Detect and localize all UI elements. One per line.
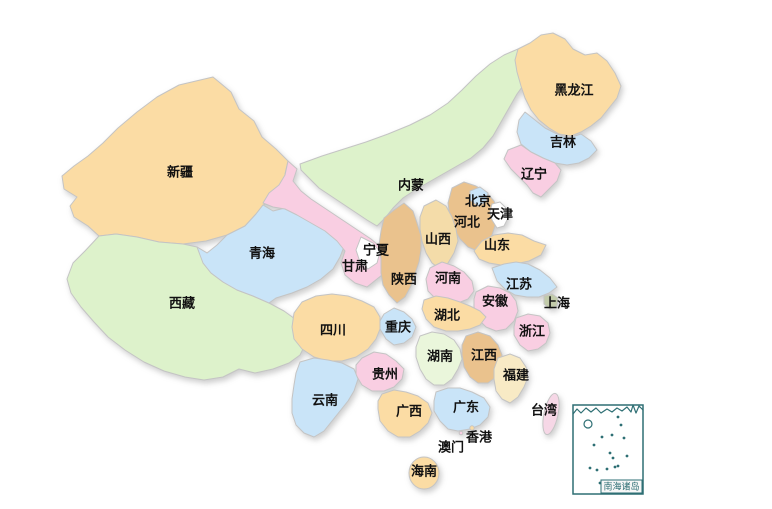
province-shanghai[interactable]	[543, 293, 559, 310]
inset-island-dot	[616, 415, 620, 419]
inset-island-dot	[613, 465, 617, 469]
inset-label-box	[600, 479, 643, 494]
province-guangxi[interactable]	[377, 389, 433, 438]
inset-island-dot	[616, 464, 620, 468]
province-hainan[interactable]	[408, 456, 440, 490]
inset-island-dot	[610, 433, 614, 437]
province-hongkong[interactable]	[469, 425, 475, 431]
inset-island-dot	[625, 454, 629, 458]
province-guangdong[interactable]	[433, 387, 491, 432]
inset-island-dot	[622, 436, 626, 440]
province-macau[interactable]	[458, 430, 464, 436]
province-hubei[interactable]	[421, 295, 487, 332]
province-fujian[interactable]	[493, 353, 529, 404]
inset-island-dot	[592, 443, 596, 447]
province-neimeng[interactable]	[299, 48, 536, 227]
inset-coastline	[572, 404, 644, 415]
province-shapes-layer	[61, 32, 622, 490]
province-tianjin[interactable]	[489, 201, 509, 229]
province-guizhou[interactable]	[355, 351, 405, 392]
inset-island-dot	[600, 435, 604, 439]
province-shaanxi[interactable]	[378, 202, 422, 304]
province-liaoning[interactable]	[503, 144, 562, 198]
province-taiwan[interactable]	[540, 392, 562, 436]
province-chongqing[interactable]	[379, 307, 417, 346]
inset-frame	[572, 404, 644, 495]
province-beijing[interactable]	[469, 186, 489, 207]
inset-island-dot	[619, 423, 623, 427]
province-ningxia[interactable]	[355, 236, 381, 270]
label-macau: 澳门	[438, 440, 464, 456]
inset-island-dot	[588, 466, 592, 470]
label-hongkong: 香港	[465, 430, 493, 446]
inset-island-dot	[611, 456, 615, 460]
south-china-sea-inset: 南海诸岛	[572, 404, 644, 495]
province-sichuan[interactable]	[291, 293, 381, 362]
province-heilongjiang[interactable]	[514, 32, 622, 137]
inset-island-dot	[605, 467, 609, 471]
province-hunan[interactable]	[415, 331, 463, 386]
province-yunnan[interactable]	[291, 357, 359, 438]
inset-hainan-ring	[583, 419, 593, 429]
province-zhejiang[interactable]	[513, 313, 551, 352]
inset-island-dot	[608, 451, 612, 455]
province-jiangsu[interactable]	[491, 261, 558, 298]
province-henan[interactable]	[425, 261, 475, 306]
province-shanxi[interactable]	[419, 199, 459, 270]
province-jiangxi[interactable]	[461, 331, 503, 384]
province-shandong[interactable]	[473, 232, 547, 266]
inset-island-dot	[595, 468, 599, 472]
province-jilin[interactable]	[516, 111, 598, 166]
